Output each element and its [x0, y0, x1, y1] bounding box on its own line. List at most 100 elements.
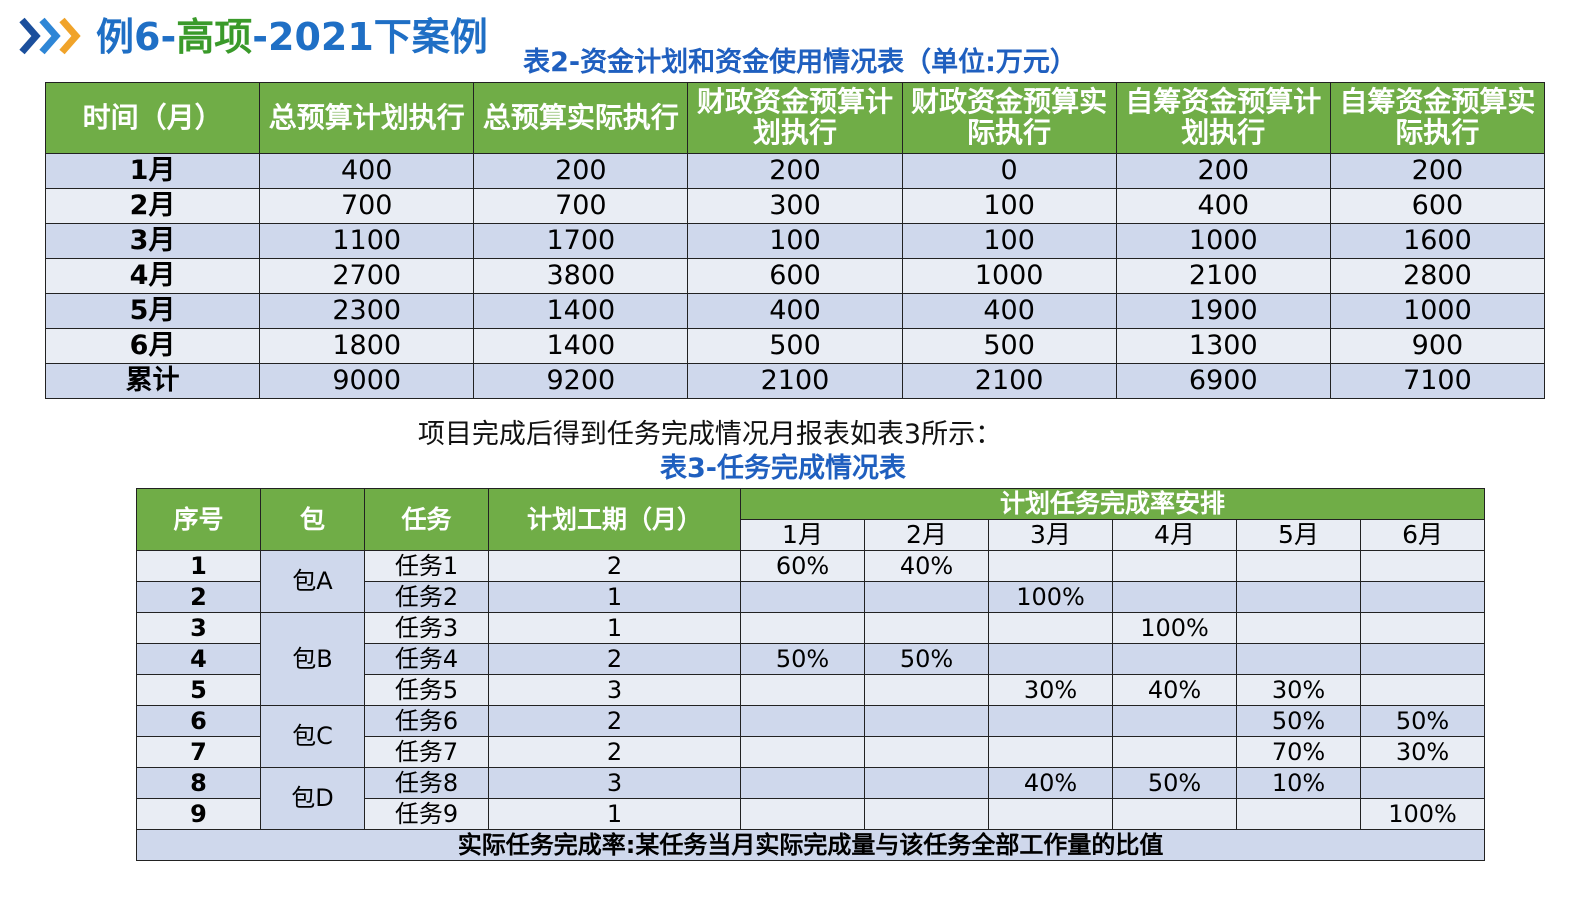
- cell: 2100: [687, 363, 903, 399]
- column-header: 总预算计划执行: [259, 82, 475, 154]
- rate: [988, 643, 1113, 675]
- title-part: 高项: [176, 15, 253, 59]
- rate: [864, 612, 989, 644]
- package: 包A: [260, 550, 365, 613]
- rate: 30%: [1236, 674, 1361, 706]
- page-title: 例6-高项-2021下案例: [96, 6, 488, 61]
- group-header: 计划任务完成率安排: [739, 488, 1486, 520]
- column-header: 任务: [364, 488, 489, 551]
- cell: 6月: [44, 328, 261, 364]
- rate: [740, 798, 865, 830]
- rate: 50%: [864, 643, 989, 675]
- rate: 50%: [1236, 705, 1361, 737]
- duration: 3: [488, 767, 741, 799]
- row-number: 6: [136, 705, 261, 737]
- budget-table: 时间（月） 总预算计划执行 总预算实际执行 财政资金预算计划执行 财政资金预算实际执行自…: [44, 82, 1546, 399]
- rate: [864, 736, 989, 768]
- rate: [988, 612, 1113, 644]
- rate: [988, 736, 1113, 768]
- month-header: 3月: [988, 519, 1113, 551]
- rate: [864, 798, 989, 830]
- rate: [988, 705, 1113, 737]
- cell: 700: [259, 188, 475, 224]
- rate: 50%: [740, 643, 865, 675]
- duration: 2: [488, 705, 741, 737]
- rate: [1359, 674, 1486, 706]
- cell: 2100: [901, 363, 1117, 399]
- cell: 1000: [1329, 293, 1546, 329]
- month-header: 4月: [1112, 519, 1237, 551]
- row-number: 1: [136, 550, 261, 582]
- row-number: 2: [136, 581, 261, 613]
- cell: 1300: [1115, 328, 1331, 364]
- rate: [1112, 736, 1237, 768]
- table-row: 5月 2300 1400 400 400 1900 1000: [44, 293, 1546, 329]
- month-header: 6月: [1359, 519, 1486, 551]
- task: 任务3: [364, 612, 489, 644]
- cell: 1000: [901, 258, 1117, 294]
- table-row: 4月 2700 3800 600 1000 2100 2800: [44, 258, 1546, 294]
- rate: [1236, 798, 1361, 830]
- cell: 500: [901, 328, 1117, 364]
- duration: 2: [488, 550, 741, 582]
- table-row: 1 包A 任务1 2 60% 40%: [136, 550, 1486, 613]
- table-row: 累计 9000 9200 2100 2100 6900 7100: [44, 363, 1546, 399]
- rate: [864, 705, 989, 737]
- cell: 1400: [473, 293, 689, 329]
- cell: 6900: [1115, 363, 1331, 399]
- title-part: -2021下案例: [252, 15, 488, 59]
- rate: [988, 798, 1113, 830]
- cell: 4月: [44, 258, 261, 294]
- rate: [864, 581, 989, 613]
- cell: 0: [901, 153, 1117, 189]
- cell: 5月: [44, 293, 261, 329]
- cell: 1800: [259, 328, 475, 364]
- rate: [1112, 705, 1237, 737]
- chevron: [39, 17, 61, 55]
- row-number: 4: [136, 643, 261, 675]
- table-row: 3 包B 任务3 1 100%: [136, 612, 1486, 706]
- column-header: 自筹资金预算实际执行: [1329, 82, 1546, 154]
- rate: [1112, 581, 1237, 613]
- rate: [864, 674, 989, 706]
- table-row: 1月 400 200 200 0 200 200: [44, 153, 1546, 189]
- rate: [864, 767, 989, 799]
- rate: [1359, 581, 1486, 613]
- duration: 1: [488, 798, 741, 830]
- cell: 200: [473, 153, 689, 189]
- rate: [1359, 643, 1486, 675]
- cell: 2月: [44, 188, 261, 224]
- chevron-icon: [19, 17, 81, 55]
- cell: 100: [901, 188, 1117, 224]
- cell: 1000: [1115, 223, 1331, 259]
- table-row: 6 包C 任务6 2 50% 50%: [136, 705, 1486, 768]
- month-header: 1月: [740, 519, 865, 551]
- cell: 1900: [1115, 293, 1331, 329]
- rate: 50%: [1359, 705, 1486, 737]
- cell: 400: [1115, 188, 1331, 224]
- month-header: 5月: [1236, 519, 1361, 551]
- cell: 3800: [473, 258, 689, 294]
- header-row: 时间（月） 总预算计划执行 总预算实际执行 财政资金预算计划执行 财政资金预算实际执行自…: [44, 82, 1546, 154]
- cell: 600: [687, 258, 903, 294]
- footer-row: 实际任务完成率:某任务当月实际完成量与该任务全部工作量的比值: [135, 829, 1486, 861]
- row-number: 7: [136, 736, 261, 768]
- cell: 400: [687, 293, 903, 329]
- header-row: 1月 2月 3月 4月 5月 6月: [137, 519, 1486, 551]
- package: 包C: [260, 705, 365, 768]
- task: 任务6: [364, 705, 489, 737]
- rate: 70%: [1236, 736, 1361, 768]
- table-row: 3月 1100 1700 100 100 1000 1600: [44, 223, 1546, 259]
- header-row: 序号包任务 计划工期（月） 计划任务完成率安排: [136, 488, 1486, 551]
- duration: 3: [488, 674, 741, 706]
- table-row: 6月 1800 1400 500 500 1300 900: [44, 328, 1546, 364]
- column-header: 时间（月）: [44, 82, 261, 154]
- table-caption: 表3-任务完成情况表: [660, 453, 906, 484]
- rate: [1236, 550, 1361, 582]
- cell: 2100: [1115, 258, 1331, 294]
- rate: 30%: [988, 674, 1113, 706]
- rate: [1236, 643, 1361, 675]
- rate: 30%: [1359, 736, 1486, 768]
- cell: 2300: [259, 293, 475, 329]
- cell: 7100: [1329, 363, 1546, 399]
